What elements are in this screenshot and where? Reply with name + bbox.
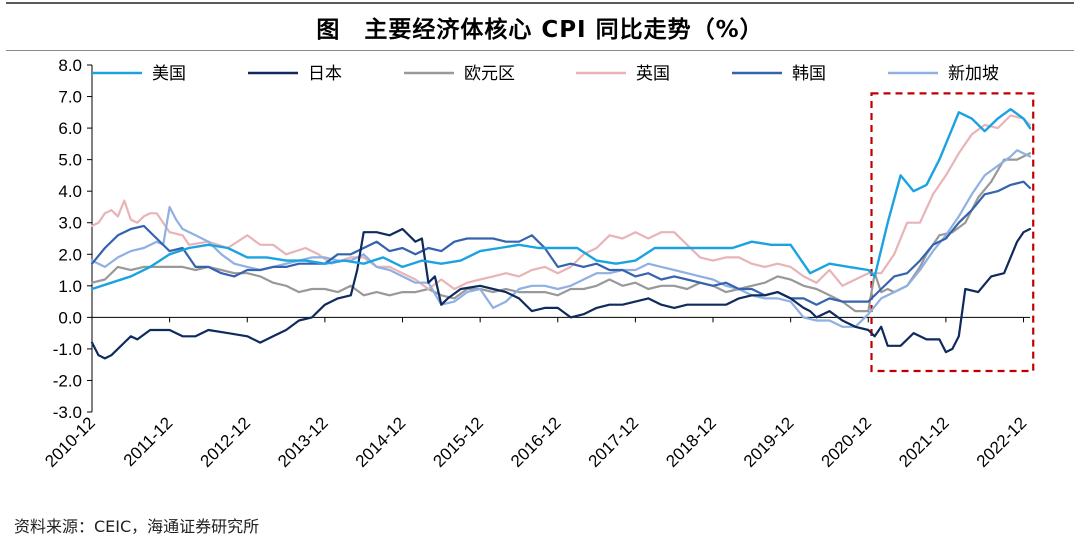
legend-label: 韩国 [792, 64, 826, 84]
x-tick-label: 2017-12 [585, 413, 643, 471]
series-line-4 [90, 180, 1032, 306]
x-tick-label: 2022-12 [973, 413, 1031, 471]
legend-label: 日本 [308, 64, 342, 84]
series-line-2 [90, 152, 1032, 313]
title-bottom-rule [6, 50, 1074, 51]
x-tick-label: 2013-12 [274, 413, 332, 471]
y-tick-label: 6.0 [58, 119, 82, 138]
y-tick-label: -2.0 [53, 371, 82, 390]
y-tick-label: -3.0 [53, 403, 82, 422]
x-tick-label: 2019-12 [740, 413, 798, 471]
y-tick-label: 0.0 [58, 308, 82, 327]
y-tick-label: 5.0 [58, 151, 82, 170]
source-note: 资料来源：CEIC，海通证券研究所 [14, 517, 260, 536]
y-tick-label: -1.0 [53, 340, 82, 359]
y-tick-label: 4.0 [58, 182, 82, 201]
legend: 美国 日本 欧元区 英国 韩国 新加坡 [92, 64, 999, 84]
x-tick-label: 2018-12 [662, 413, 720, 471]
x-tick-label: 2011-12 [120, 413, 177, 470]
y-tick-label: 1.0 [58, 277, 82, 296]
y-tick-label: 8.0 [58, 56, 82, 75]
chart-title: 图 主要经济体核心 CPI 同比走势（%） [316, 17, 764, 43]
x-tick-label: 2014-12 [352, 413, 410, 471]
title-top-rule [6, 2, 1074, 4]
legend-label: 英国 [636, 64, 670, 84]
y-tick-label: 7.0 [58, 88, 82, 107]
series-line-1 [90, 227, 1032, 360]
highlight-box-layer [870, 92, 1035, 373]
x-tick-label: 2012-12 [197, 413, 255, 471]
x-tick-label: 2015-12 [429, 413, 487, 471]
y-tick-label: 3.0 [58, 214, 82, 233]
legend-label: 欧元区 [464, 64, 515, 84]
highlight-box [870, 92, 1035, 373]
x-tick-label: 2020-12 [818, 413, 876, 471]
series-layer [90, 108, 1032, 360]
y-tick-label: 2.0 [58, 245, 82, 264]
x-tick-label: 2010-12 [41, 413, 99, 471]
legend-label: 新加坡 [948, 64, 999, 84]
legend-label: 美国 [152, 64, 186, 84]
axis-layer: 8.07.06.05.04.03.02.01.00.0-1.0-2.0-3.02… [41, 56, 1030, 471]
x-tick-label: 2021-12 [895, 413, 953, 471]
series-line-0 [90, 108, 1032, 291]
series-line-5 [90, 149, 1032, 328]
x-tick-label: 2016-12 [507, 413, 565, 471]
